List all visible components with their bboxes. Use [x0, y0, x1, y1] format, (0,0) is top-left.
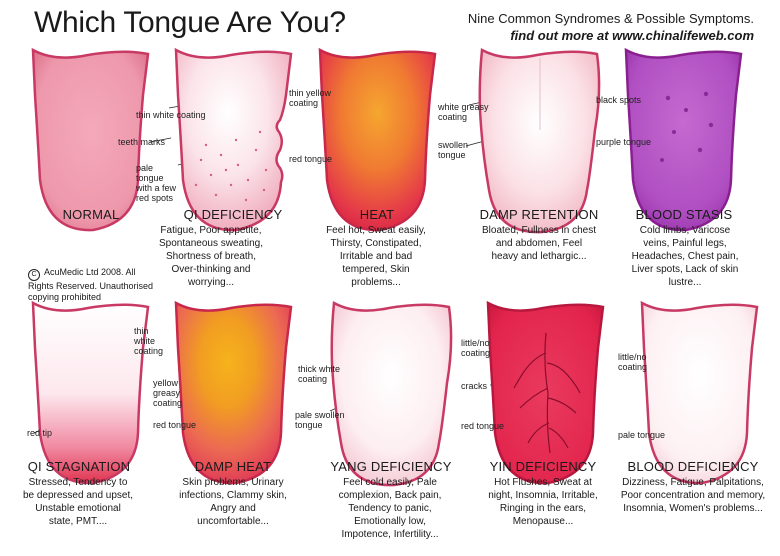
red-spots: [194, 130, 268, 202]
tongue-yang-deficiency: [330, 301, 453, 487]
annotation-thin-yellow-coating: thin yellow coating: [289, 88, 332, 108]
syndrome-symptoms-damp-retention: Bloated, Fullness in chest and abdomen, …: [482, 225, 596, 262]
annotation-red-tongue-2: red tongue: [153, 420, 197, 430]
syndrome-symptoms-qi-stagnation: Stressed, Tendency to be depressed and u…: [22, 477, 134, 527]
syndrome-title-qi-stagnation: QI STAGNATION: [27, 459, 131, 474]
annotation-thin-white-coating: thin white coating: [136, 110, 206, 120]
tongue-damp-retention: [478, 48, 601, 234]
syndrome-symptoms-blood-stasis: Cold limbs, Varicose veins, Painful legs…: [631, 225, 739, 288]
syndrome-symptoms-blood-deficiency: Dizziness, Fatigue, Palpitations, Poor c…: [620, 477, 766, 514]
tongue-qi-deficiency: [174, 47, 293, 232]
tongue-qi-stagnation: [31, 301, 150, 485]
annotation-white-greasy-coating: white greasy coating: [438, 102, 489, 122]
page-subtitle: Nine Common Syndromes & Possible Symptom…: [468, 10, 754, 44]
syndrome-title-heat: HEAT: [359, 207, 395, 222]
annotation-black-spots: black spots: [596, 95, 642, 105]
annotation-purple-tongue: purple tongue: [596, 137, 652, 147]
annotation-red-tongue-3: red tongue: [461, 421, 505, 431]
syndrome-symptoms-qi-deficiency: Fatigue, Poor appetite, Spontaneous swea…: [159, 225, 263, 288]
annotation-cracks: cracks: [461, 381, 488, 391]
annotation-yellow-greasy-coating: yellow greasy coating: [153, 378, 183, 408]
tongue-heat: [318, 48, 437, 232]
annotation-pale-tongue: pale tongue with a few red spots: [136, 163, 177, 203]
annotation-thin-white-coating-2: thin white coating: [134, 326, 164, 356]
website-link[interactable]: find out more at www.chinalifeweb.com: [510, 28, 754, 43]
syndrome-title-yang-deficiency: YANG DEFICIENCY: [330, 459, 452, 474]
cracks: [513, 332, 581, 454]
annotation-red-tongue: red tongue: [289, 154, 333, 164]
syndrome-symptoms-damp-heat: Skin problems, Urinary infections, Clamm…: [179, 477, 287, 527]
syndrome-title-yin-deficiency: YIN DEFICIENCY: [489, 459, 597, 474]
tongue-blood-stasis: [624, 48, 743, 232]
page-title: Which Tongue Are You?: [34, 6, 346, 39]
syndrome-title-damp-retention: DAMP RETENTION: [479, 207, 599, 222]
syndrome-title-damp-heat: DAMP HEAT: [194, 459, 272, 474]
syndrome-symptoms-yang-deficiency: Feel cold easily, Pale complexion, Back …: [338, 477, 442, 540]
tongue-yin-deficiency: [486, 301, 605, 485]
syndrome-title-blood-deficiency: BLOOD DEFICIENCY: [627, 459, 759, 474]
annotation-teeth-marks: teeth marks: [118, 137, 166, 147]
syndrome-symptoms-heat: Feel hot, Sweat easily, Thirsty, Constip…: [326, 225, 426, 288]
syndrome-symptoms-yin-deficiency: Hot Flushes, Sweat at night, Insomnia, I…: [488, 477, 598, 527]
annotation-red-tip: red tip: [27, 428, 53, 438]
annotation-little-no-coating: little/no coating: [461, 338, 491, 358]
subtitle-line: Nine Common Syndromes & Possible Symptom…: [467, 11, 754, 26]
tongue-damp-heat: [174, 301, 293, 485]
tongue-blood-deficiency: [640, 301, 759, 485]
annotation-thick-white-coating: thick white coating: [298, 364, 341, 384]
copyright-text: AcuMedic Ltd 2008. All Rights Reserved. …: [28, 267, 154, 302]
annotation-little-no-coating-2: little/no coating: [618, 352, 648, 372]
annotation-pale-swollen-tongue: pale swollen tongue: [295, 410, 345, 430]
black-spots: [660, 91, 714, 162]
syndrome-title-blood-stasis: BLOOD STASIS: [635, 207, 733, 222]
syndrome-title-normal: NORMAL: [62, 207, 120, 222]
copyright-notice: C AcuMedic Ltd 2008. All Rights Reserved.…: [28, 267, 163, 303]
annotation-swollen-tongue: swollen tongue: [438, 140, 469, 160]
syndrome-title-qi-deficiency: QI DEFICIENCY: [183, 207, 283, 222]
annotation-pale-tongue-2: pale tongue: [618, 430, 666, 440]
